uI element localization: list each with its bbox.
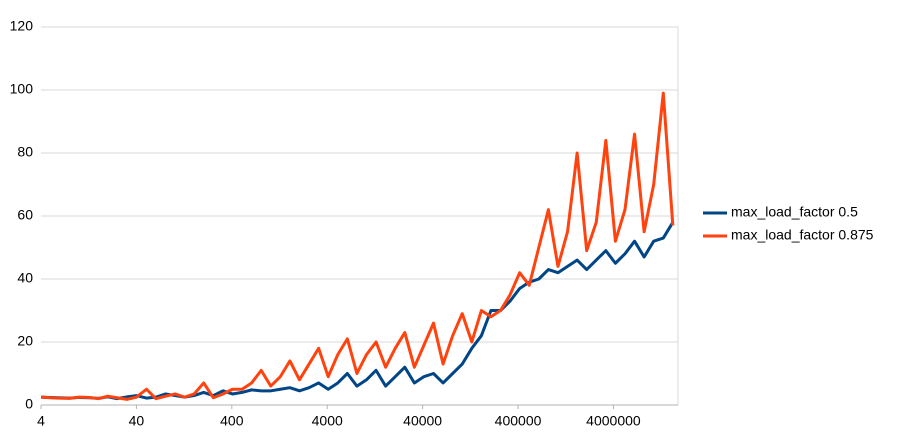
legend-label: max_load_factor 0.875 bbox=[731, 227, 874, 243]
x-tick-label: 4000 bbox=[312, 413, 343, 429]
series-line bbox=[40, 221, 675, 401]
x-tick-label: 40 bbox=[129, 413, 145, 429]
y-tick-label: 80 bbox=[17, 144, 33, 160]
y-tick-label: 0 bbox=[25, 396, 33, 412]
y-tick-label: 60 bbox=[17, 207, 33, 223]
y-tick-label: 120 bbox=[10, 18, 34, 34]
x-tick-label: 4 bbox=[37, 413, 45, 429]
series-line bbox=[40, 91, 675, 401]
x-tick-label: 40000 bbox=[403, 413, 442, 429]
x-tick-label: 400 bbox=[220, 413, 244, 429]
y-tick-label: 100 bbox=[10, 81, 34, 97]
x-tick-label: 400000 bbox=[495, 413, 542, 429]
legend-label: max_load_factor 0.5 bbox=[731, 204, 858, 220]
y-tick-label: 20 bbox=[17, 333, 33, 349]
x-tick-label: 4000000 bbox=[586, 413, 641, 429]
y-tick-label: 40 bbox=[17, 270, 33, 286]
